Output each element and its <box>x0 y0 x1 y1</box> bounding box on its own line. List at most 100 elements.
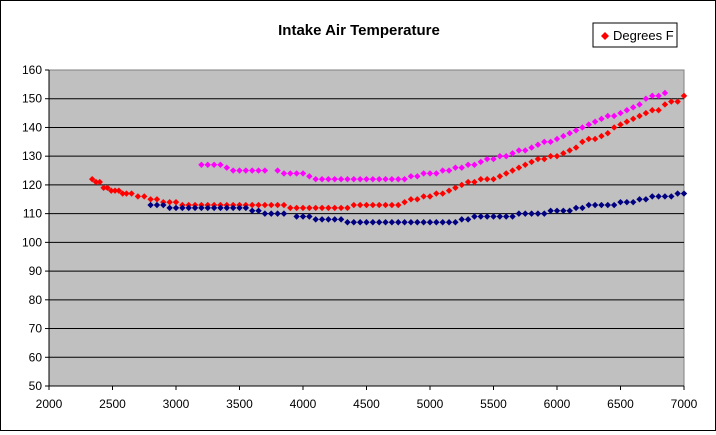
data-point <box>591 135 599 143</box>
data-point <box>579 204 586 212</box>
data-point <box>287 204 294 212</box>
data-point <box>414 196 421 203</box>
data-point <box>306 173 313 180</box>
y-tick-label: 90 <box>29 264 43 278</box>
data-point <box>623 107 631 114</box>
data-point <box>96 178 103 186</box>
data-point <box>128 190 135 197</box>
data-point <box>458 216 465 223</box>
data-point <box>166 198 173 206</box>
data-point <box>236 204 243 212</box>
data-point <box>280 201 288 209</box>
data-point <box>388 219 396 226</box>
data-point <box>147 196 154 203</box>
data-point <box>452 219 459 226</box>
data-point <box>515 147 523 154</box>
x-tick-label: 5500 <box>480 397 507 411</box>
data-point <box>642 109 650 117</box>
data-point <box>261 201 269 209</box>
data-point <box>560 132 567 140</box>
data-point <box>141 193 148 200</box>
data-point <box>458 164 465 171</box>
data-point <box>363 201 370 209</box>
data-point <box>249 167 256 174</box>
data-point <box>636 101 643 108</box>
data-point <box>591 201 599 209</box>
data-point <box>312 175 319 183</box>
data-point <box>477 213 484 220</box>
data-point <box>280 170 288 177</box>
x-tick-label: 4500 <box>353 397 380 411</box>
data-point <box>471 213 478 220</box>
data-point <box>407 219 415 226</box>
data-point <box>274 210 281 217</box>
data-point <box>464 178 472 186</box>
data-point <box>337 175 345 183</box>
data-point <box>477 175 484 183</box>
data-point <box>426 170 434 177</box>
data-point <box>483 175 491 183</box>
data-point <box>674 98 681 105</box>
data-point <box>604 201 611 209</box>
data-point <box>325 204 332 212</box>
data-point <box>623 198 631 206</box>
data-point <box>325 175 332 183</box>
y-tick-label: 130 <box>22 149 42 163</box>
data-point <box>407 173 415 180</box>
data-point <box>115 187 123 194</box>
data-point <box>655 92 662 100</box>
data-point <box>668 193 675 200</box>
data-point <box>553 207 561 214</box>
data-point <box>642 95 650 102</box>
data-point <box>534 155 542 163</box>
data-point <box>268 210 275 217</box>
data-point <box>420 170 427 177</box>
x-tick-label: 6000 <box>544 397 571 411</box>
data-point <box>318 216 326 223</box>
data-point <box>579 138 586 146</box>
data-point <box>274 167 281 174</box>
data-point <box>534 141 542 148</box>
data-point <box>249 201 256 209</box>
data-point <box>350 201 357 209</box>
data-point <box>528 158 535 166</box>
data-point <box>585 135 592 143</box>
data-point <box>433 170 440 177</box>
data-point <box>483 213 491 220</box>
data-point <box>572 204 580 212</box>
data-point <box>299 204 307 212</box>
data-point <box>572 144 580 151</box>
data-point <box>661 89 669 97</box>
series-2 <box>147 190 688 226</box>
y-tick-label: 140 <box>22 120 42 134</box>
data-point <box>642 196 650 203</box>
plot-area <box>48 69 685 387</box>
data-point <box>426 219 434 226</box>
data-point <box>369 201 377 209</box>
data-point <box>268 201 275 209</box>
data-point <box>388 175 396 183</box>
data-point <box>395 201 402 209</box>
data-point <box>172 198 180 206</box>
data-point <box>503 213 510 220</box>
data-point <box>306 213 313 220</box>
data-point <box>439 167 446 174</box>
data-point <box>547 152 554 160</box>
data-point <box>668 98 675 105</box>
data-point <box>528 210 535 217</box>
data-point <box>598 201 605 209</box>
data-point <box>591 118 599 125</box>
data-point <box>363 219 370 226</box>
data-point <box>522 161 529 168</box>
data-point <box>204 204 211 212</box>
data-point <box>111 187 119 194</box>
data-point <box>452 164 459 171</box>
data-point <box>585 201 592 209</box>
data-point <box>363 175 370 183</box>
data-point <box>395 175 402 183</box>
data-point <box>547 138 554 146</box>
x-tick-label: 5000 <box>417 397 444 411</box>
data-point <box>509 167 516 174</box>
data-point <box>350 219 357 226</box>
